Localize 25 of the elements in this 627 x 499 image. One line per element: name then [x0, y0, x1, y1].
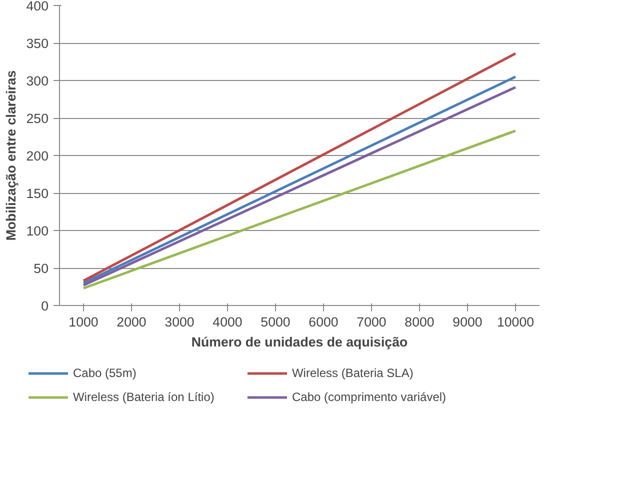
y-tick-label: 50 — [34, 261, 49, 276]
legend-label: Wireless (Bateria SLA) — [292, 366, 414, 380]
y-tick-label: 350 — [26, 36, 49, 51]
legend-label: Cabo (comprimento variável) — [292, 390, 448, 404]
legend-label: Wireless (Bateria íon Lítio) — [72, 390, 216, 404]
x-tick-label: 1000 — [68, 314, 98, 330]
y-tick-label: 300 — [26, 74, 49, 88]
y-tick-label: 100 — [26, 224, 49, 238]
x-tick-label: 10000 — [496, 314, 534, 330]
x-tick-label: 2000 — [116, 314, 146, 330]
legend-label: Cabo (55m) — [72, 366, 138, 380]
x-tick-label: 3000 — [164, 314, 194, 330]
x-tick-label: 9000 — [452, 314, 482, 330]
y-axis-title: Mobilização entre clareiras — [3, 70, 18, 241]
y-tick-label: 150 — [26, 186, 49, 201]
x-tick-label: 7000 — [356, 314, 386, 330]
y-tick-label: 400 — [26, 0, 49, 14]
y-tick-label: 200 — [26, 148, 49, 164]
y-tick-label: 0 — [41, 298, 49, 314]
y-tick-label: 250 — [26, 111, 49, 126]
x-tick-label: 5000 — [260, 314, 290, 330]
x-tick-label: 4000 — [212, 314, 242, 330]
x-tick-label: 8000 — [404, 314, 434, 330]
x-tick-label: 6000 — [308, 314, 338, 330]
x-axis-title: Número de unidades de aquisição — [191, 334, 408, 350]
